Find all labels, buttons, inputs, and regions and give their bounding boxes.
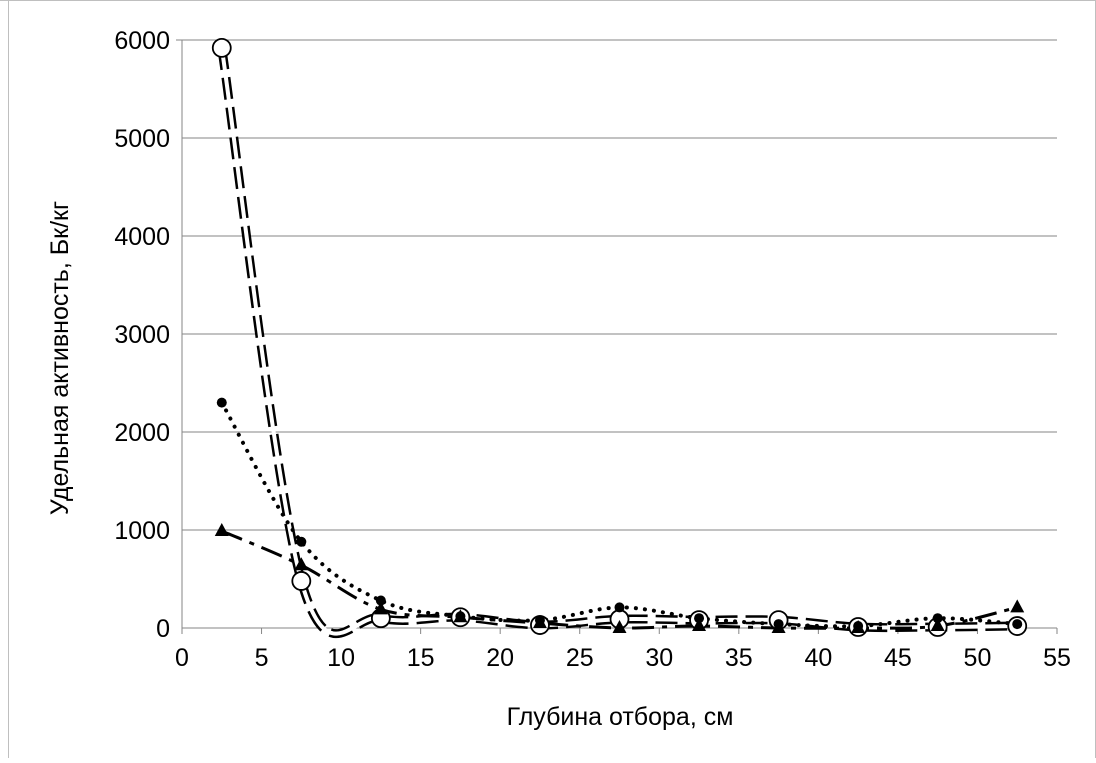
marker-filled-triangle xyxy=(453,609,468,623)
y-tick-label: 6000 xyxy=(114,27,170,55)
y-tick-label: 4000 xyxy=(114,223,170,251)
series-line-double-dashed-gap xyxy=(219,47,1018,636)
marker-filled-triangle xyxy=(771,620,786,633)
x-tick-label: 5 xyxy=(255,644,269,672)
marker-filled-circle xyxy=(614,602,625,613)
marker-filled-triangle xyxy=(930,618,945,632)
marker-filled-triangle xyxy=(294,557,309,571)
x-tick-label: 30 xyxy=(645,644,673,672)
x-tick-label: 50 xyxy=(964,644,992,672)
data-series xyxy=(217,47,1020,639)
x-tick-label: 10 xyxy=(327,644,355,672)
marker-filled-triangle xyxy=(612,620,627,633)
x-tick-label: 20 xyxy=(486,644,514,672)
y-tick-label: 5000 xyxy=(114,125,170,153)
marker-filled-triangle xyxy=(692,618,707,632)
x-tick-label: 0 xyxy=(175,644,189,672)
marker-filled-circle xyxy=(375,595,386,606)
y-tick-label: 0 xyxy=(156,615,170,643)
x-tick-label: 55 xyxy=(1043,644,1071,672)
series-line-double-dashed xyxy=(217,47,1018,639)
marker-filled-triangle xyxy=(851,620,866,633)
axes xyxy=(176,39,1058,634)
marker-filled-circle xyxy=(1012,619,1023,630)
data-markers xyxy=(211,37,1028,637)
marker-open-circle xyxy=(291,571,312,591)
y-tick-label: 3000 xyxy=(114,321,170,349)
marker-filled-circle xyxy=(216,397,227,408)
x-tick-label: 15 xyxy=(407,644,435,672)
marker-filled-triangle xyxy=(214,522,229,536)
gridlines xyxy=(182,39,1057,531)
y-tick-label: 1000 xyxy=(114,517,170,545)
marker-filled-triangle xyxy=(1010,599,1025,613)
x-tick-label: 35 xyxy=(725,644,753,672)
x-tick-label: 25 xyxy=(566,644,594,672)
marker-filled-triangle xyxy=(532,615,547,629)
marker-open-circle xyxy=(211,37,232,58)
tick-labels: 0 1000 2000 3000 4000 5000 6000 0 5 10 15 20 25 30 35 4… xyxy=(114,27,1071,672)
marker-filled-circle xyxy=(296,536,307,547)
x-tick-label: 45 xyxy=(884,644,912,672)
series-line-dotted xyxy=(219,400,1020,629)
marker-filled-triangle xyxy=(373,601,388,615)
x-tick-label: 40 xyxy=(804,644,832,672)
y-axis-title: Удельная активность, Бк/кг xyxy=(46,201,74,515)
x-axis-title: Глубина отбора, см xyxy=(507,703,734,731)
y-tick-label: 2000 xyxy=(114,419,170,447)
